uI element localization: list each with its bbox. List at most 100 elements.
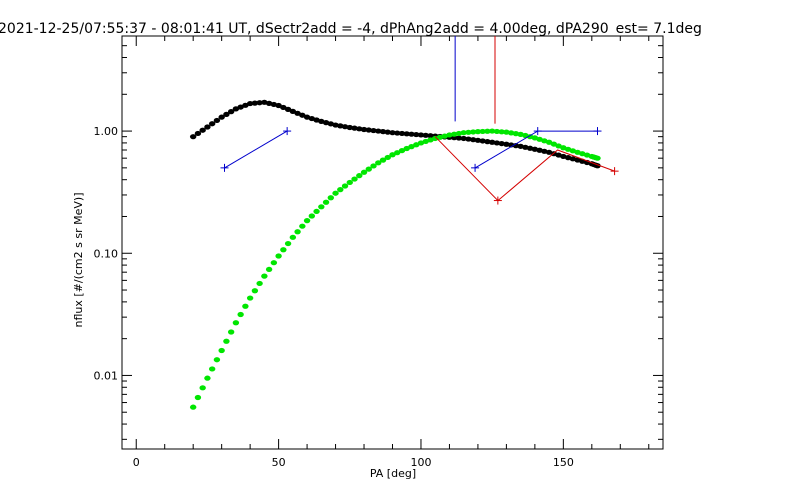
data-point <box>351 176 358 182</box>
data-point <box>465 136 472 142</box>
data-point <box>275 102 282 109</box>
series-line <box>434 136 615 202</box>
data-point <box>204 375 211 381</box>
data-point <box>213 357 221 363</box>
x-tick-label: 150 <box>553 456 574 469</box>
data-point <box>356 173 363 179</box>
data-point <box>289 108 297 114</box>
data-point <box>251 288 259 294</box>
data-point <box>227 329 235 335</box>
data-point <box>493 128 501 135</box>
data-point <box>360 126 368 133</box>
data-point <box>370 127 377 134</box>
data-point <box>460 130 467 136</box>
data-point <box>507 130 515 136</box>
data-point <box>194 130 202 137</box>
data-point <box>332 122 339 128</box>
data-point <box>594 155 601 161</box>
data-point <box>555 143 562 149</box>
data-point <box>256 280 263 287</box>
data-point <box>261 273 268 279</box>
data-point <box>455 130 463 137</box>
data-point <box>446 132 453 138</box>
data-point <box>427 133 434 139</box>
data-point <box>337 187 344 193</box>
data-point <box>223 111 230 117</box>
data-point <box>337 123 344 129</box>
data-point <box>465 129 472 135</box>
data-point <box>270 260 278 266</box>
data-point <box>479 138 486 144</box>
series-line <box>224 130 288 169</box>
y-tick-label: 1.00 <box>94 125 119 138</box>
data-point <box>498 140 505 147</box>
data-point <box>503 129 510 135</box>
data-point <box>356 126 363 132</box>
data-point <box>375 160 382 166</box>
data-point <box>488 139 496 145</box>
data-point <box>341 124 349 130</box>
data-point <box>469 129 477 135</box>
data-point <box>413 142 420 148</box>
x-axis-label: PA [deg] <box>370 467 416 480</box>
x-tick-label: 0 <box>133 456 140 469</box>
data-point <box>208 366 216 372</box>
data-point <box>417 132 425 138</box>
data-point <box>460 135 467 142</box>
y-tick-label: 0.10 <box>94 247 119 260</box>
data-point <box>394 150 401 156</box>
data-point <box>289 234 297 240</box>
data-point <box>318 204 325 210</box>
data-point <box>232 320 240 326</box>
data-point <box>294 229 301 235</box>
data-point <box>370 163 377 169</box>
data-point <box>208 121 216 127</box>
data-point <box>199 385 206 391</box>
data-point <box>384 129 391 135</box>
data-point <box>313 208 320 215</box>
data-point <box>237 311 244 318</box>
data-point <box>351 125 358 131</box>
data-point <box>365 166 372 172</box>
data-point <box>327 195 335 201</box>
plot-data <box>189 36 619 410</box>
plot-axes: 0 50 100 150 0.01 0.10 1.00 <box>94 35 664 469</box>
data-point <box>299 112 306 118</box>
data-point <box>550 141 558 147</box>
data-point <box>223 338 230 344</box>
data-point <box>455 135 463 141</box>
data-point <box>280 247 287 253</box>
data-point <box>389 152 396 158</box>
data-point <box>303 218 311 224</box>
data-point <box>346 124 353 131</box>
y-axis-label: nflux [#/(cm2 s sr MeV)] <box>72 193 85 328</box>
data-point <box>408 131 415 137</box>
data-point <box>503 141 510 147</box>
data-point <box>204 124 211 130</box>
data-point <box>284 106 292 112</box>
x-tick-label: 50 <box>272 456 286 469</box>
data-point <box>498 129 505 135</box>
data-point <box>384 154 391 161</box>
data-point <box>322 199 330 205</box>
data-point <box>389 130 396 136</box>
data-point <box>469 137 477 143</box>
data-point <box>341 183 349 189</box>
data-point <box>280 104 287 111</box>
data-point <box>256 100 263 106</box>
data-point <box>479 128 486 135</box>
data-point <box>346 179 353 186</box>
data-point <box>394 130 401 136</box>
data-point <box>218 114 225 120</box>
data-point <box>408 144 415 150</box>
data-point <box>403 131 410 137</box>
x-tick-label: 100 <box>410 456 431 469</box>
data-point <box>488 128 496 134</box>
data-point <box>218 347 225 354</box>
data-point <box>242 303 249 309</box>
data-point <box>332 190 339 196</box>
data-point <box>484 139 491 145</box>
data-point <box>194 394 202 401</box>
data-point <box>379 129 387 135</box>
data-point <box>299 223 306 229</box>
